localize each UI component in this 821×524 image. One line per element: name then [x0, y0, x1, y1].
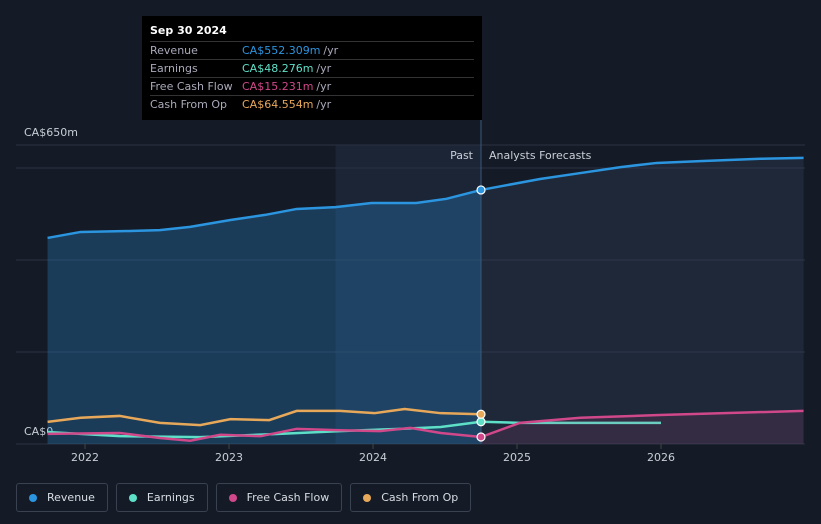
- point-marker: [476, 432, 486, 442]
- legend-item[interactable]: Revenue: [16, 483, 108, 512]
- past-label: Past: [450, 149, 474, 162]
- y-tick-label: CA$650m: [24, 126, 78, 139]
- legend-label: Earnings: [146, 491, 195, 504]
- tooltip-date: Sep 30 2024: [150, 24, 227, 37]
- tooltip-value: CA$64.554m: [242, 98, 314, 111]
- point-marker: [476, 409, 486, 419]
- legend-swatch: [128, 493, 137, 502]
- tooltip-label: Revenue: [150, 44, 198, 57]
- tooltip-value: CA$552.309m: [242, 44, 321, 57]
- fcf-forecast-area: [481, 410, 804, 444]
- series-line: [47, 407, 482, 427]
- tooltip-row: Earnings CA$48.276m/yr: [150, 59, 474, 77]
- forecast-label: Analysts Forecasts: [489, 149, 592, 162]
- x-tick-label: 2022: [71, 451, 99, 464]
- tooltip-value: CA$15.231m: [242, 80, 314, 93]
- tooltip-row: Free Cash Flow CA$15.231m/yr: [150, 77, 474, 95]
- series-line: [47, 409, 804, 443]
- legend: Revenue Earnings Free Cash Flow Cash From O…: [16, 483, 472, 512]
- x-tick-label: 2024: [359, 451, 387, 464]
- chart: CA$0 CA$650m 2022 2023 2024 2025 2026 Past Analy…: [16, 120, 805, 464]
- tooltip-row: Revenue CA$552.309m/yr: [150, 41, 474, 59]
- point-marker: [476, 185, 486, 195]
- tooltip-value: CA$48.276m: [242, 62, 314, 75]
- legend-item[interactable]: Cash From Op: [350, 483, 472, 512]
- legend-swatch: [29, 493, 37, 502]
- x-tick-label: 2023: [215, 451, 243, 464]
- series-line: [47, 156, 804, 240]
- legend-label: Cash From Op: [381, 491, 459, 504]
- tooltip-label: Earnings: [150, 62, 198, 75]
- tooltip-label: Free Cash Flow: [150, 80, 233, 93]
- tooltip-unit: /yr: [316, 98, 332, 111]
- tooltip-row: Cash From Op CA$64.554m/yr: [150, 95, 474, 113]
- point-marker: [476, 417, 486, 427]
- x-tick-label: 2026: [647, 451, 675, 464]
- tooltip-unit: /yr: [323, 44, 339, 57]
- revenue-area: [47, 189, 482, 444]
- tooltip-unit: /yr: [316, 62, 332, 75]
- y-tick-label: CA$0: [24, 425, 53, 438]
- tooltip-label: Cash From Op: [150, 98, 228, 111]
- past-highlight: [335, 145, 481, 444]
- legend-swatch: [228, 493, 237, 502]
- legend-swatch: [363, 493, 372, 502]
- x-tick-label: 2025: [503, 451, 531, 464]
- tooltip-unit: /yr: [316, 80, 332, 93]
- legend-label: Free Cash Flow: [246, 491, 330, 504]
- legend-item[interactable]: Earnings: [115, 483, 208, 512]
- tooltip: Sep 30 2024 Revenue CA$552.309m/yr Earning…: [142, 16, 482, 120]
- revenue-area: [481, 157, 804, 444]
- legend-label: Revenue: [47, 491, 95, 504]
- legend-item[interactable]: Free Cash Flow: [215, 483, 343, 512]
